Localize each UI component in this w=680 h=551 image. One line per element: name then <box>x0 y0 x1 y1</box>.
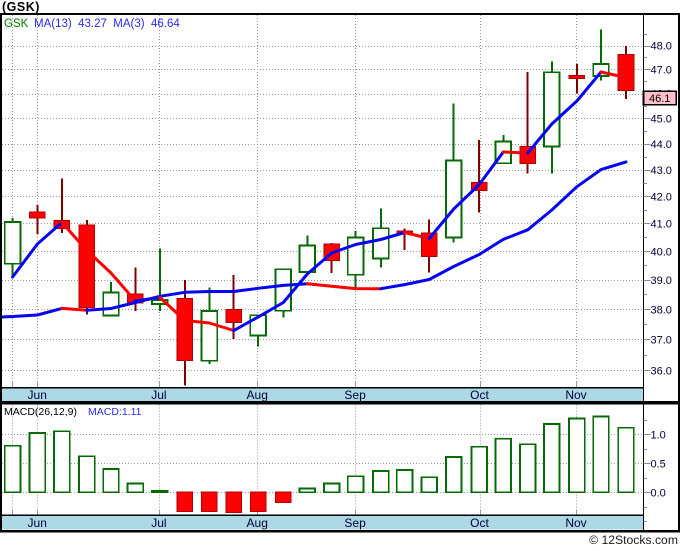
svg-text:45.0: 45.0 <box>651 114 672 126</box>
svg-text:Sep: Sep <box>344 516 366 530</box>
svg-text:46.1: 46.1 <box>649 93 670 105</box>
svg-text:Aug: Aug <box>247 388 268 402</box>
svg-text:(GSK): (GSK) <box>2 0 40 14</box>
svg-text:44.0: 44.0 <box>651 139 672 151</box>
svg-text:Oct: Oct <box>470 388 489 402</box>
svg-text:43.0: 43.0 <box>651 165 672 177</box>
svg-text:39.0: 39.0 <box>651 275 672 287</box>
svg-text:38.0: 38.0 <box>651 304 672 316</box>
svg-text:48.0: 48.0 <box>651 41 672 53</box>
svg-text:Jul: Jul <box>151 388 166 402</box>
svg-text:Nov: Nov <box>565 516 586 530</box>
svg-text:GSK: GSK <box>4 18 29 30</box>
svg-text:1.0: 1.0 <box>651 429 666 441</box>
svg-text:0.5: 0.5 <box>651 458 666 470</box>
svg-text:Aug: Aug <box>247 516 268 530</box>
svg-text:MA(13) 43.27 MA(3) 46.64: MA(13) 43.27 MA(3) 46.64 <box>34 18 180 30</box>
svg-text:42.0: 42.0 <box>651 191 672 203</box>
svg-text:© 12Stocks.com: © 12Stocks.com <box>589 533 678 546</box>
svg-text:37.0: 37.0 <box>651 334 672 346</box>
svg-text:Jun: Jun <box>28 516 47 530</box>
svg-text:0.0: 0.0 <box>651 487 666 499</box>
svg-text:Sep: Sep <box>344 388 366 402</box>
svg-text:47.0: 47.0 <box>651 64 672 76</box>
svg-text:Nov: Nov <box>565 388 586 402</box>
svg-text:41.0: 41.0 <box>651 219 672 231</box>
svg-text:MACD(26,12,9): MACD(26,12,9) <box>4 406 77 418</box>
svg-text:MACD:1.11: MACD:1.11 <box>88 406 142 418</box>
svg-text:Jul: Jul <box>151 516 166 530</box>
svg-text:Oct: Oct <box>470 516 489 530</box>
svg-text:36.0: 36.0 <box>651 365 672 377</box>
svg-text:40.0: 40.0 <box>651 246 672 258</box>
svg-text:Jun: Jun <box>28 388 47 402</box>
